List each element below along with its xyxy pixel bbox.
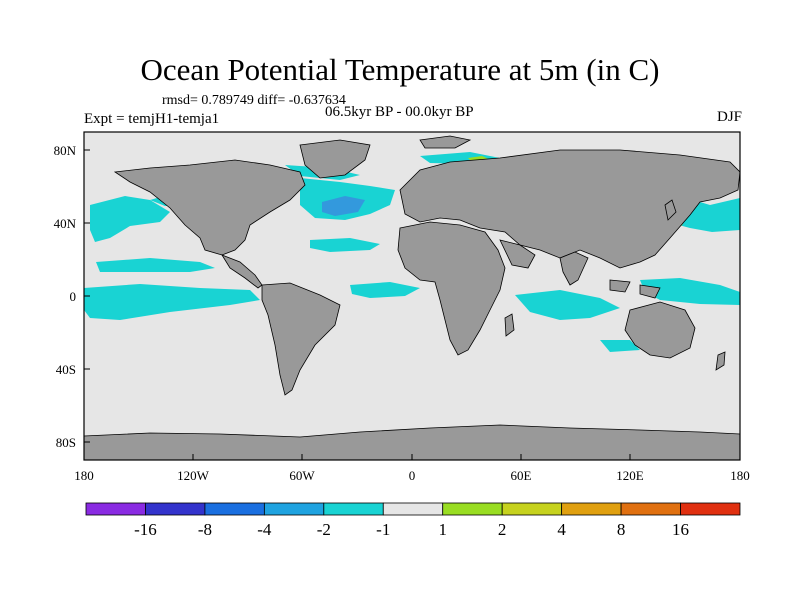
colorbar-label: -4 — [257, 520, 272, 539]
colorbar-swatch — [501, 502, 563, 516]
colorbar-swatch — [85, 502, 146, 516]
lon-tick-label: 0 — [409, 468, 416, 483]
lat-tick-label: 40S — [56, 362, 76, 377]
colorbar-label: 8 — [617, 520, 626, 539]
colorbar-swatch — [323, 502, 384, 516]
colorbar: -16 -8 -4 -2 -1 1 2 4 8 16 — [85, 502, 741, 539]
lon-tick-label: 60W — [289, 468, 315, 483]
stats-text: rmsd= 0.789749 diff= -0.637634 — [162, 93, 346, 108]
colorbar-label: -8 — [198, 520, 212, 539]
colorbar-swatch — [442, 502, 503, 516]
lat-axis: 80N 40N 0 40S 80S — [54, 143, 90, 450]
lat-tick-label: 40N — [54, 216, 77, 231]
colorbar-label: 2 — [498, 520, 507, 539]
lat-tick-label: 80S — [56, 435, 76, 450]
colorbar-label: 16 — [672, 520, 689, 539]
colorbar-label: 1 — [438, 520, 447, 539]
experiment-label: Expt = temjH1-temja1 — [84, 111, 220, 127]
lon-tick-label: 120E — [616, 468, 644, 483]
colorbar-swatch — [382, 502, 444, 516]
colorbar-swatch — [145, 502, 206, 516]
colorbar-label: 4 — [557, 520, 566, 539]
lat-tick-label: 80N — [54, 143, 77, 158]
colorbar-swatch — [561, 502, 622, 516]
colorbar-swatch — [263, 502, 325, 516]
anomaly-cyan-regions — [84, 152, 740, 352]
colorbar-label: -2 — [317, 520, 331, 539]
season-label: DJF — [716, 109, 742, 125]
lon-axis: 180 120W 60W 0 60E 120E 180 — [74, 454, 750, 483]
lat-tick-label: 0 — [70, 289, 77, 304]
colorbar-label: -1 — [376, 520, 390, 539]
lon-tick-label: 120W — [177, 468, 210, 483]
land-masses — [84, 135, 740, 460]
lon-tick-label: 60E — [511, 468, 532, 483]
colorbar-swatch — [204, 502, 265, 516]
colorbar-swatch — [680, 502, 741, 516]
lon-tick-label: 180 — [730, 468, 750, 483]
plot-title: Ocean Potential Temperature at 5m (in C) — [140, 52, 660, 87]
lon-tick-label: 180 — [74, 468, 94, 483]
colorbar-swatch — [620, 502, 681, 516]
colorbar-label: -16 — [134, 520, 157, 539]
period-label: 06.5kyr BP - 00.0kyr BP — [325, 104, 474, 120]
